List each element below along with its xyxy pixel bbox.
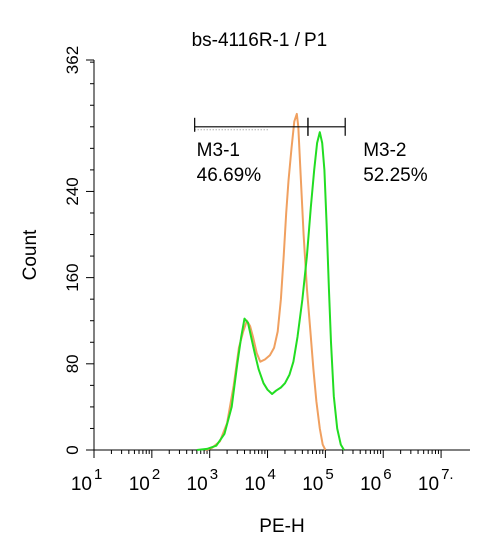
x-tick-label-2: 10 — [187, 474, 208, 495]
x-tick-exp-4: 5 — [325, 466, 333, 483]
chart-title: bs-4116R-1 / — [192, 30, 301, 51]
series-2-line — [196, 131, 345, 451]
x-tick-label-6: 10 — [418, 474, 439, 495]
x-tick-exp-1: 2 — [152, 466, 160, 483]
histogram-series — [196, 112, 345, 451]
y-tick-label-0: 0 — [63, 445, 82, 454]
x-tick-exp-6: 7. — [441, 466, 454, 483]
gate-2-percent: 52.25% — [363, 165, 428, 186]
x-tick-label-3: 10 — [244, 474, 265, 495]
gate-1-label: M3-1 — [197, 140, 240, 161]
x-tick-exp-5: 6 — [383, 466, 391, 483]
chart-title-highlight: P1 — [304, 30, 327, 51]
x-tick-exp-3: 4 — [268, 466, 276, 483]
y-tick-label-2: 160 — [63, 263, 82, 291]
gates: M3-1 46.69% M3-2 52.25% — [194, 117, 428, 186]
y-axis-ticks: 0 80 160 240 362 — [63, 46, 94, 455]
x-tick-exp-2: 3 — [210, 466, 218, 483]
y-axis-label: Count — [20, 229, 41, 280]
y-tick-label-3: 240 — [63, 177, 82, 205]
gate-2-label: M3-2 — [363, 140, 406, 161]
x-tick-label-1: 10 — [129, 474, 150, 495]
x-tick-label-4: 10 — [302, 474, 323, 495]
x-axis-ticks: 10 1 10 2 10 3 10 4 10 5 10 6 10 7. — [71, 450, 454, 495]
y-tick-label-1: 80 — [63, 354, 82, 373]
x-tick-label-0: 10 — [71, 474, 92, 495]
y-tick-label-4: 362 — [63, 46, 82, 74]
x-tick-exp-0: 1 — [94, 466, 102, 483]
x-tick-label-5: 10 — [360, 474, 381, 495]
x-axis-label: PE-H — [259, 516, 304, 537]
gate-1-percent: 46.69% — [197, 165, 262, 186]
